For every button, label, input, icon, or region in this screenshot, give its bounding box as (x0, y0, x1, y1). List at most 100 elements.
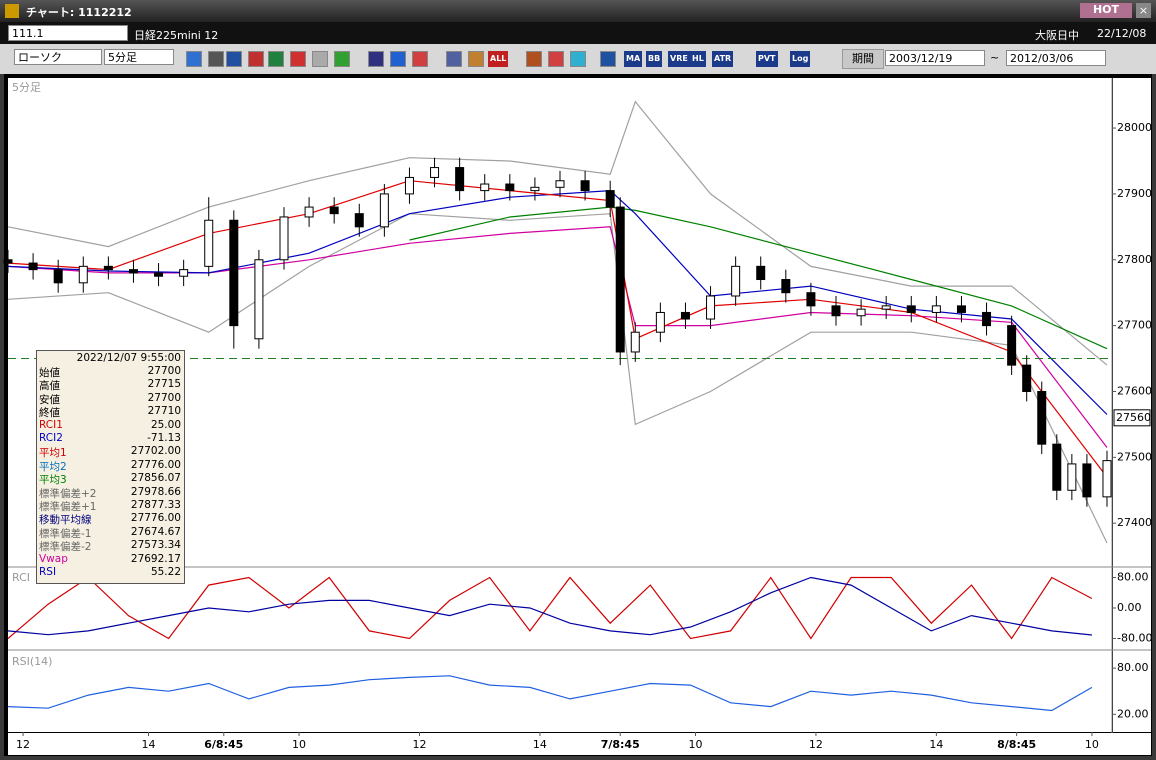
info-value: 27776.00 (130, 458, 181, 471)
y-tick-label: 27400 (1117, 516, 1152, 529)
x-tick-label: 14 (929, 738, 943, 751)
toolbar-icon[interactable] (186, 51, 202, 67)
candle-body (304, 206, 314, 218)
info-label: Vwap (39, 552, 68, 565)
x-tick-label: 6/8:45 (204, 738, 243, 751)
toolbar-button[interactable]: ATR (712, 51, 734, 67)
candle-body (605, 190, 615, 208)
overlay-line (409, 206, 1108, 350)
candle-body (655, 311, 665, 333)
toolbar-icon[interactable] (226, 51, 242, 67)
toolbar-icon[interactable] (268, 51, 284, 67)
info-value: 27856.07 (130, 472, 181, 485)
toolbar-icon[interactable] (334, 51, 350, 67)
candle-body (1007, 325, 1017, 366)
candle-body (615, 206, 625, 353)
panel-label: RSI(14) (12, 655, 52, 668)
symbol-combo[interactable]: 111.1 (8, 25, 128, 41)
toolbar-button[interactable]: PVT (756, 51, 778, 67)
toolbar-button[interactable]: VRE (668, 51, 690, 67)
close-button[interactable]: × (1136, 3, 1151, 18)
info-label: 移動平均線 (39, 514, 92, 527)
toolbar-icon[interactable] (446, 51, 462, 67)
toolbar-icon[interactable] (208, 51, 224, 67)
x-tick-label: 10 (1085, 738, 1099, 751)
candle-body (982, 311, 992, 327)
x-tick-label: 7/8:45 (601, 738, 640, 751)
candle-body (254, 259, 264, 340)
toolbar-button[interactable]: Log (790, 51, 811, 67)
info-label: 始値 (39, 367, 60, 379)
window-title: チャート: 1112212 (26, 6, 132, 19)
candle-body (354, 213, 364, 228)
tilde: ~ (990, 51, 1000, 64)
toolbar-icon[interactable] (248, 51, 264, 67)
candle-body (430, 167, 440, 178)
toolbar-icon[interactable] (368, 51, 384, 67)
last-price-box (1113, 409, 1151, 427)
toolbar-button[interactable]: HL (690, 51, 706, 67)
y-tick-label: 0.00 (1117, 601, 1142, 614)
info-value: 27674.67 (130, 525, 181, 538)
info-value: 27700 (147, 391, 181, 404)
x-tick-label: 12 (412, 738, 426, 751)
candle-body (229, 219, 239, 327)
info-label: 平均2 (39, 460, 67, 473)
from-date[interactable]: 2003/12/19 (885, 50, 985, 66)
toolbar-button[interactable]: ALL (488, 51, 509, 67)
candle-body (731, 265, 741, 297)
candle-body (555, 180, 565, 188)
info-value: 27573.34 (130, 539, 181, 552)
y-tick-label: -80.00 (1117, 631, 1152, 644)
toolbar-button[interactable]: MA (624, 51, 643, 67)
info-label: 終値 (39, 407, 60, 420)
x-tick-label: 8/8:45 (997, 738, 1036, 751)
toolbar-icon[interactable] (312, 51, 328, 67)
toolbar-icon[interactable] (600, 51, 616, 67)
candle-body (856, 308, 866, 317)
info-value: -71.13 (147, 432, 181, 444)
candle-body (78, 265, 88, 284)
panel-label: RCI (12, 571, 30, 584)
candle-body (3, 259, 13, 264)
y-tick-label: 28000 (1117, 121, 1152, 134)
candle-body (781, 279, 791, 294)
toolbar-icon[interactable] (390, 51, 406, 67)
to-date[interactable]: 2012/03/06 (1006, 50, 1106, 66)
candle-body (1022, 364, 1032, 392)
chart-type-combo[interactable]: ローソク (14, 49, 102, 65)
toolbar-icon[interactable] (570, 51, 586, 67)
candle-body (329, 206, 339, 215)
toolbar-icon[interactable] (290, 51, 306, 67)
axis-bg (1113, 78, 1151, 732)
info-label: RCI1 (39, 418, 63, 431)
candle-body (580, 180, 590, 192)
info-label: 平均1 (39, 447, 67, 460)
info-value: 27702.00 (130, 445, 181, 458)
candle-body (53, 269, 63, 284)
title-bar: チャート: 1112212 HOT × (0, 0, 1156, 22)
info-label: 標準偏差+2 (39, 487, 97, 500)
symbol-name: 日経225mini 12 (134, 29, 219, 42)
candle-body (28, 262, 38, 271)
interval-combo[interactable]: 5分足 (104, 49, 174, 65)
hot-badge[interactable]: HOT (1080, 3, 1132, 18)
x-tick-label: 10 (688, 738, 702, 751)
candle-body (956, 305, 966, 313)
x-tick-label: 14 (142, 738, 156, 751)
period-button[interactable]: 期間 (842, 49, 884, 69)
info-label: 標準偏差+1 (39, 501, 97, 513)
candle-body (1082, 463, 1092, 498)
y-tick-label: 27600 (1117, 384, 1152, 397)
toolbar-icon[interactable] (548, 51, 564, 67)
toolbar-icon[interactable] (412, 51, 428, 67)
indicator-line (7, 576, 1092, 636)
info-label: 安値 (39, 393, 60, 406)
toolbar-button[interactable]: BB (646, 51, 663, 67)
toolbar-icon[interactable] (526, 51, 542, 67)
info-value: 27776.00 (130, 512, 181, 525)
candle-body (204, 219, 214, 267)
info-value: 27877.33 (130, 499, 181, 511)
toolbar-icon[interactable] (468, 51, 484, 67)
